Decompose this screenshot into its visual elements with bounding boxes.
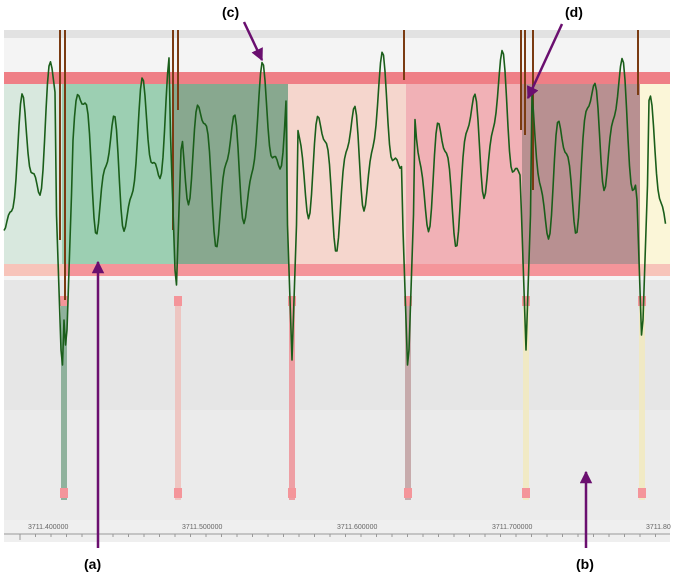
marker-column-4 [523, 300, 529, 500]
region-group [4, 84, 670, 264]
marker-top-cap-5 [638, 296, 646, 306]
axis-strip [4, 520, 670, 542]
region-green-a [62, 84, 174, 264]
tick-label-0: 3711.400000 [28, 524, 68, 531]
marker-group [60, 296, 646, 500]
callout-c: (c) [222, 4, 240, 20]
callout-d: (d) [565, 4, 583, 20]
arrow-d [526, 23, 564, 100]
marker-bottom-cap-1 [174, 488, 182, 498]
region-yellow [640, 84, 670, 264]
marker-column-3 [405, 300, 411, 500]
marker-column-2 [289, 300, 295, 500]
region-dark-green [174, 84, 288, 264]
marker-top-cap-2 [288, 296, 296, 306]
marker-bottom-cap-2 [288, 488, 296, 498]
marker-top-cap-0 [60, 296, 68, 306]
tick-label-1: 3711.500000 [182, 524, 222, 531]
marker-column-5 [639, 300, 645, 500]
marker-bottom-cap-5 [638, 488, 646, 498]
signal-trace [3, 49, 667, 366]
region-light-pink [288, 84, 406, 264]
callout-a: (a) [84, 556, 102, 572]
arrow-c [242, 21, 264, 62]
marker-column-0 [61, 300, 67, 500]
tick-group [19, 534, 656, 540]
upper-band [4, 72, 670, 84]
marker-top-cap-3 [404, 296, 412, 306]
tick-label-2: 3711.600000 [337, 524, 377, 531]
region-pink [406, 84, 522, 264]
callout-b: (b) [576, 556, 594, 572]
marker-bottom-cap-0 [60, 488, 68, 498]
marker-top-cap-1 [174, 296, 182, 306]
marker-top-cap-4 [522, 296, 530, 306]
marker-bottom-cap-4 [522, 488, 530, 498]
tick-label-4: 3711.80 [646, 524, 671, 531]
tick-label-3: 3711.700000 [492, 524, 532, 531]
lower-panel-shade [4, 410, 670, 520]
marker-bottom-cap-3 [404, 488, 412, 498]
lower-band [4, 264, 670, 276]
marker-column-1 [175, 300, 181, 500]
top-strip [4, 30, 670, 38]
lower-band-left-segment [4, 264, 66, 276]
lower-band-right-segment [640, 264, 670, 276]
